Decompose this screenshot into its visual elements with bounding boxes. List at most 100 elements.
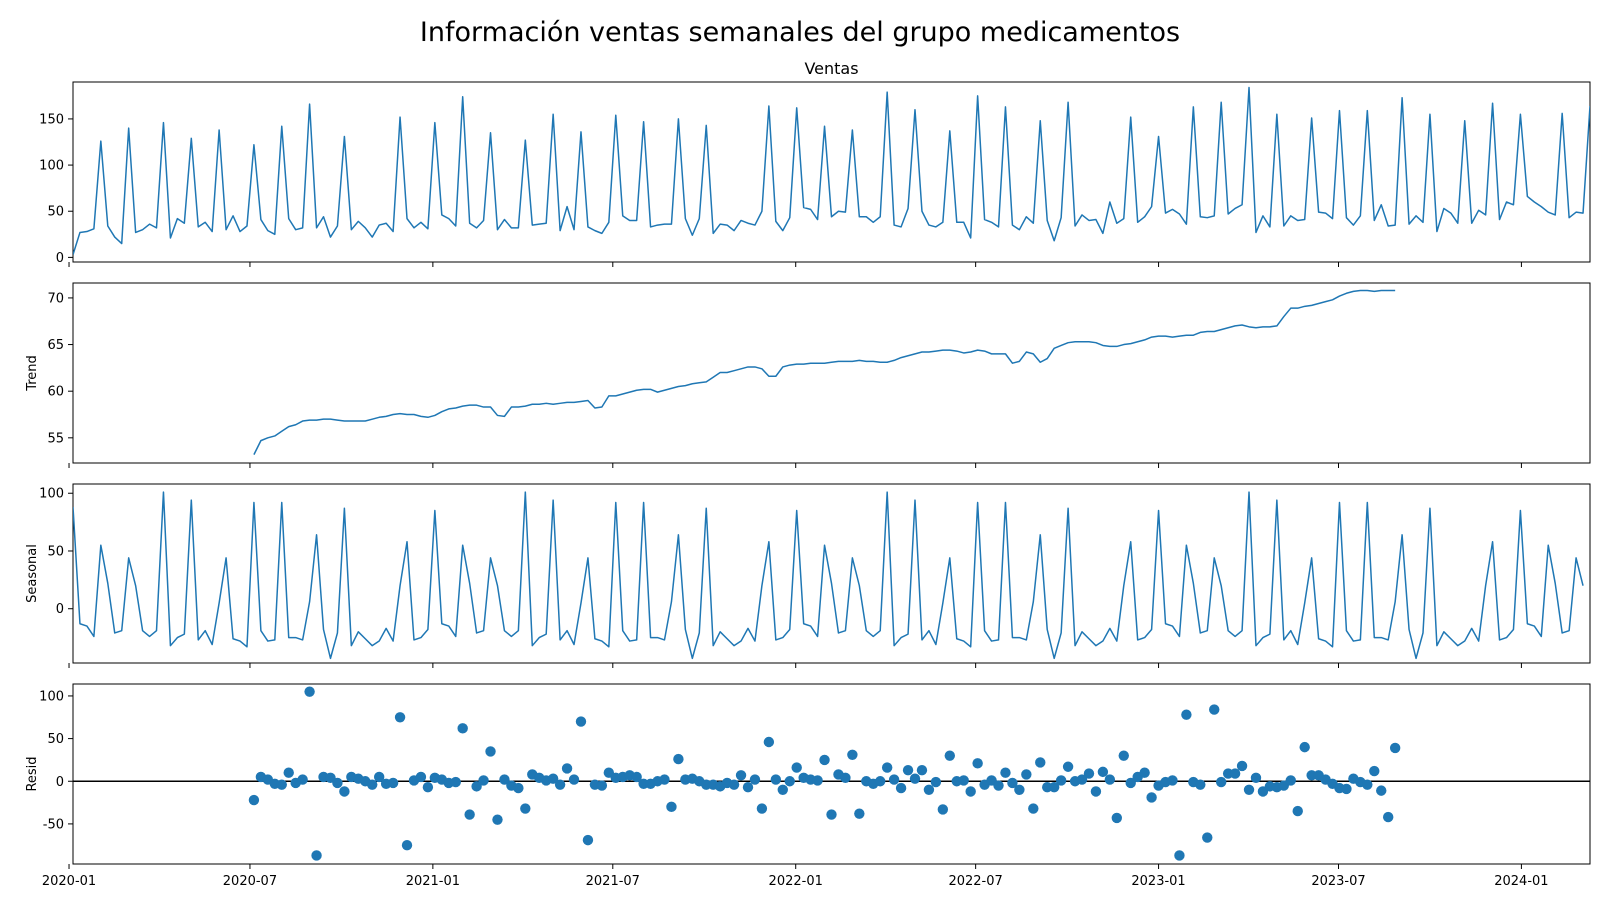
resid-point: [1021, 769, 1032, 780]
resid-point: [770, 774, 782, 785]
resid-point: [596, 780, 608, 791]
resid-point: [513, 782, 524, 794]
resid-point: [1118, 750, 1129, 761]
resid-point: [1229, 768, 1241, 779]
resid-point: [673, 753, 684, 765]
y-axis-label: Seasonal: [25, 544, 40, 603]
resid-point: [1299, 741, 1310, 753]
resid-point: [373, 771, 385, 783]
y-tick-label: 50: [47, 205, 64, 220]
panel-4: Resid -50 0 50 100 2020-01 2020-07 2021-01 2021-…: [25, 683, 1591, 889]
resid-point: [631, 771, 642, 783]
resid-point: [297, 774, 308, 785]
resid-point: [735, 770, 747, 781]
resid-point: [1097, 766, 1109, 778]
resid-point: [888, 774, 900, 785]
resid-point: [471, 781, 482, 792]
resid-point: [1146, 792, 1157, 803]
resid-point: [1007, 777, 1018, 789]
resid-point: [547, 773, 559, 784]
resid-point: [812, 775, 823, 786]
y-tick-label: 100: [39, 487, 64, 502]
resid-point: [1104, 774, 1116, 785]
y-tick-label: 50: [47, 732, 64, 747]
resid-point: [248, 794, 260, 806]
resid-point: [1035, 757, 1046, 768]
resid-point: [923, 784, 935, 795]
resid-point: [568, 774, 580, 785]
resid-point: [1215, 776, 1227, 788]
resid-point: [854, 808, 865, 819]
resid-point: [1139, 767, 1150, 778]
resid-point: [902, 764, 914, 776]
resid-point: [1167, 775, 1178, 786]
resid-point: [749, 774, 761, 785]
resid-point: [332, 777, 343, 789]
resid-point: [1362, 779, 1373, 790]
resid-point: [728, 779, 740, 790]
resid-point: [422, 782, 434, 793]
resid-point: [561, 763, 573, 774]
resid-point: [1048, 782, 1060, 793]
resid-point: [1000, 767, 1011, 778]
y-tick-label: 60: [47, 385, 64, 400]
resid-point: [1250, 772, 1262, 784]
resid-point: [415, 771, 427, 783]
resid-point: [1341, 783, 1352, 795]
y-tick-label: 150: [39, 112, 64, 127]
resid-point: [582, 834, 594, 846]
resid-point: [304, 686, 315, 697]
resid-point: [1062, 761, 1074, 772]
resid-point: [930, 776, 942, 788]
x-tick-label: 2023-01: [1131, 874, 1185, 889]
resid-point: [659, 774, 670, 785]
panel-title: Ventas: [804, 59, 858, 78]
y-tick-label: 70: [47, 291, 64, 306]
resid-point: [791, 762, 802, 773]
x-tick-label: 2021-07: [586, 874, 640, 889]
resid-point: [1090, 786, 1102, 797]
resid-point: [1369, 765, 1380, 777]
axes-frame: [72, 683, 1591, 865]
y-tick-label: 100: [39, 689, 64, 704]
resid-point: [1125, 777, 1136, 789]
panel-2: Trend 55 60 65 70: [25, 282, 1591, 468]
resid-point: [784, 776, 795, 787]
x-tick-label: 2022-01: [769, 874, 823, 889]
resid-point: [777, 784, 788, 795]
y-tick-label: 0: [56, 602, 64, 617]
resid-point: [464, 809, 475, 820]
resid-point: [1028, 803, 1039, 814]
resid-point: [916, 764, 928, 776]
resid-point: [840, 772, 851, 784]
resid-point: [965, 786, 976, 797]
y-axis-label: Resid: [25, 756, 40, 791]
resid-point: [756, 803, 768, 814]
resid-point: [1389, 742, 1401, 754]
resid-point: [826, 809, 837, 820]
resid-point: [742, 782, 754, 793]
x-tick-label: 2023-07: [1311, 874, 1365, 889]
resid-point: [499, 774, 510, 785]
series-line: [73, 86, 1590, 255]
resid-point: [1376, 785, 1387, 796]
resid-point: [457, 723, 468, 734]
panel-1: Ventas 0 50 100 150: [39, 59, 1591, 267]
resid-point: [1382, 811, 1394, 823]
resid-point: [367, 779, 378, 790]
resid-point: [492, 814, 503, 825]
series-line: [253, 289, 1396, 455]
resid-point: [283, 767, 294, 778]
resid-point: [520, 803, 531, 814]
resid-point: [909, 773, 921, 784]
resid-point: [575, 716, 587, 727]
resid-point: [387, 777, 399, 789]
resid-point: [937, 804, 949, 815]
resid-point: [554, 779, 566, 790]
resid-point: [881, 762, 893, 773]
resid-point: [1202, 832, 1213, 843]
resid-point: [485, 746, 496, 757]
y-tick-label: -50: [43, 817, 64, 832]
y-tick-label: 0: [56, 775, 64, 790]
